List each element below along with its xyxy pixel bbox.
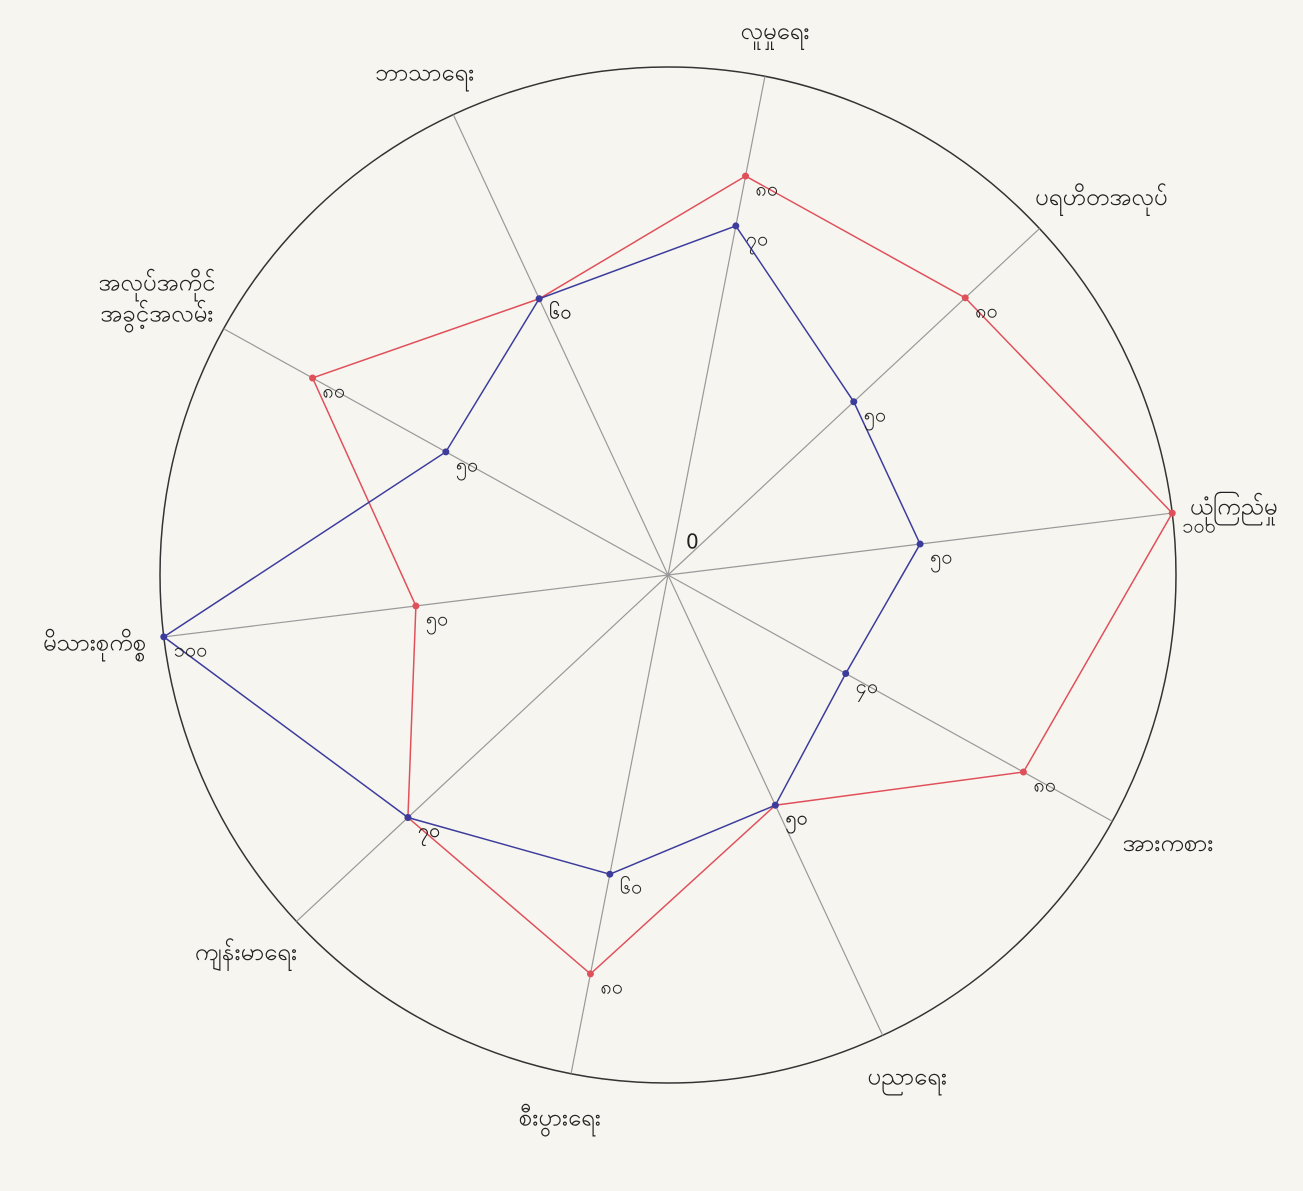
value-label: ၄၀ [856, 674, 879, 702]
point [404, 814, 411, 821]
point [1020, 769, 1027, 776]
value-label: ၆၀ [549, 299, 572, 323]
value-label: ၇၀ [418, 818, 441, 846]
value-label: ၅၀ [426, 606, 449, 634]
axis-label: အလုပ်အကိုင် အခွင့်အလမ်း [98, 268, 215, 330]
axis-label: ယုံကြည်မှု [1190, 492, 1278, 523]
value-label: ၈၀ [600, 974, 623, 998]
series-line [313, 176, 1173, 974]
point [309, 374, 316, 381]
point [850, 398, 857, 405]
value-label: ၅၀ [864, 402, 887, 430]
chart: 0၈၀၈၀၁၀၀၈၀၅၀၈၀၇၀၅၀၈၀၆၀၇၀၅၀၅၀၄၀၅၀၆၀၇၀၁၀၀၅… [0, 0, 1303, 1191]
point [732, 222, 739, 229]
value-label: ၈၀ [1033, 773, 1056, 797]
point [772, 802, 779, 809]
point [962, 294, 969, 301]
point [742, 173, 749, 180]
value-label: ၁၀၀ [174, 637, 208, 661]
point [587, 970, 594, 977]
value-label: ၆၀ [620, 875, 643, 899]
value-label: ၈၀ [975, 298, 998, 322]
axis-line [296, 575, 668, 921]
axis-label: ဘာသာရေး [375, 58, 474, 89]
axis-line [571, 575, 668, 1074]
axis-label: မိသားစုကိစ္စ [43, 627, 146, 658]
point [606, 871, 613, 878]
axis-label: ပညာရေး [867, 1061, 947, 1092]
axis-label: လူမှုရေး [740, 16, 809, 47]
point [160, 633, 167, 640]
point [536, 295, 543, 302]
value-label: ၇၀ [746, 226, 769, 254]
value-label: ၈၀ [323, 378, 346, 402]
point [1169, 510, 1176, 517]
series-line [164, 226, 920, 874]
axis-line [668, 76, 765, 575]
value-label: ၅၀ [930, 545, 953, 573]
point [412, 602, 419, 609]
point [442, 448, 449, 455]
r-tick-label: 0 [686, 530, 699, 554]
value-label: ၅၀ [456, 452, 479, 480]
value-label: ၈၀ [756, 177, 779, 201]
axis-label: စီးပွားရေး [519, 1103, 601, 1134]
page: 0၈၀၈၀၁၀၀၈၀၅၀၈၀၇၀၅၀၈၀၆၀၇၀၅၀၅၀၄၀၅၀၆၀၇၀၁၀၀၅… [0, 0, 1303, 1191]
point [917, 541, 924, 548]
axis-label: ပရဟိတအလုပ် [1035, 182, 1168, 213]
axis-line [453, 115, 668, 575]
axis-label: အားကစား [1122, 828, 1213, 859]
point [842, 670, 849, 677]
value-label: ၅၀ [785, 806, 808, 834]
axis-label: ကျန်းမာရေး [195, 937, 297, 968]
